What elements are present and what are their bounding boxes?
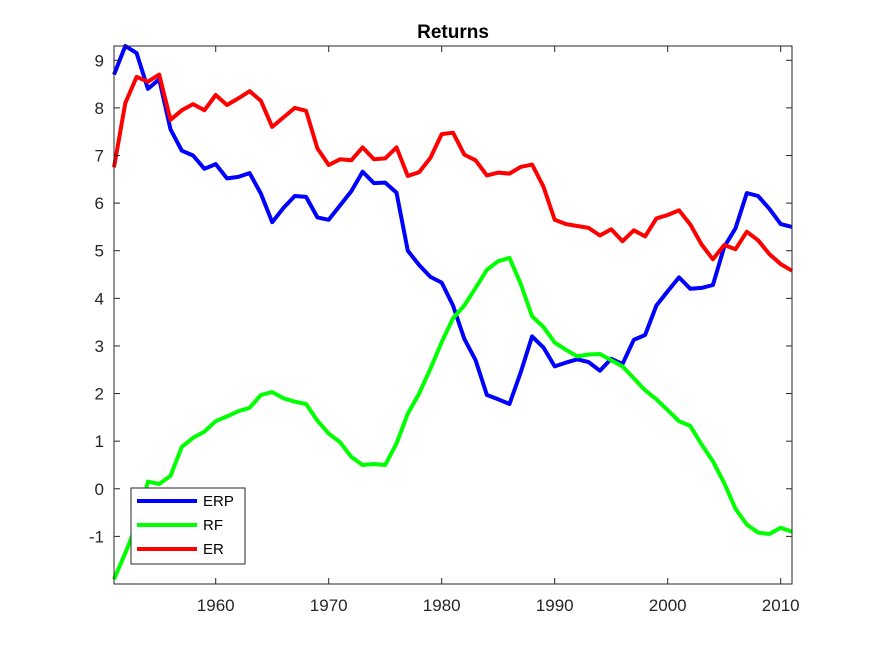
x-tick-label: 1980 [423,596,461,615]
y-tick-label: 7 [95,147,104,166]
y-tick-label: 8 [95,99,104,118]
legend-label-er: ER [203,541,224,558]
x-tick-label: 2010 [762,596,800,615]
series-line-erp [112,44,793,406]
legend-label-erp: ERP [203,493,234,510]
y-tick-label: 0 [95,480,104,499]
y-tick-label: 1 [95,432,104,451]
x-tick-label: 2000 [649,596,687,615]
series-layer [112,44,794,580]
y-tick-label: -1 [89,527,104,546]
y-tick-label: 9 [95,51,104,70]
legend: ERP RF ER [130,487,246,565]
legend-label-rf: RF [203,517,223,534]
y-tick-label: 2 [95,385,104,404]
y-tick-label: 5 [95,242,104,261]
x-axis: 1960 1970 1980 1990 2000 2010 [197,46,800,615]
series-line-rf [112,255,793,580]
chart-title: Returns [417,22,489,43]
x-tick-label: 1960 [197,596,235,615]
y-tick-label: 4 [95,289,104,308]
x-tick-label: 1990 [536,596,574,615]
axes-box [113,45,793,585]
series-line-er [112,72,794,273]
y-tick-label: 3 [95,337,104,356]
x-tick-label: 1970 [310,596,348,615]
y-tick-label: 6 [95,194,104,213]
y-axis: -1 0 1 2 3 4 5 6 7 8 9 [89,51,792,546]
